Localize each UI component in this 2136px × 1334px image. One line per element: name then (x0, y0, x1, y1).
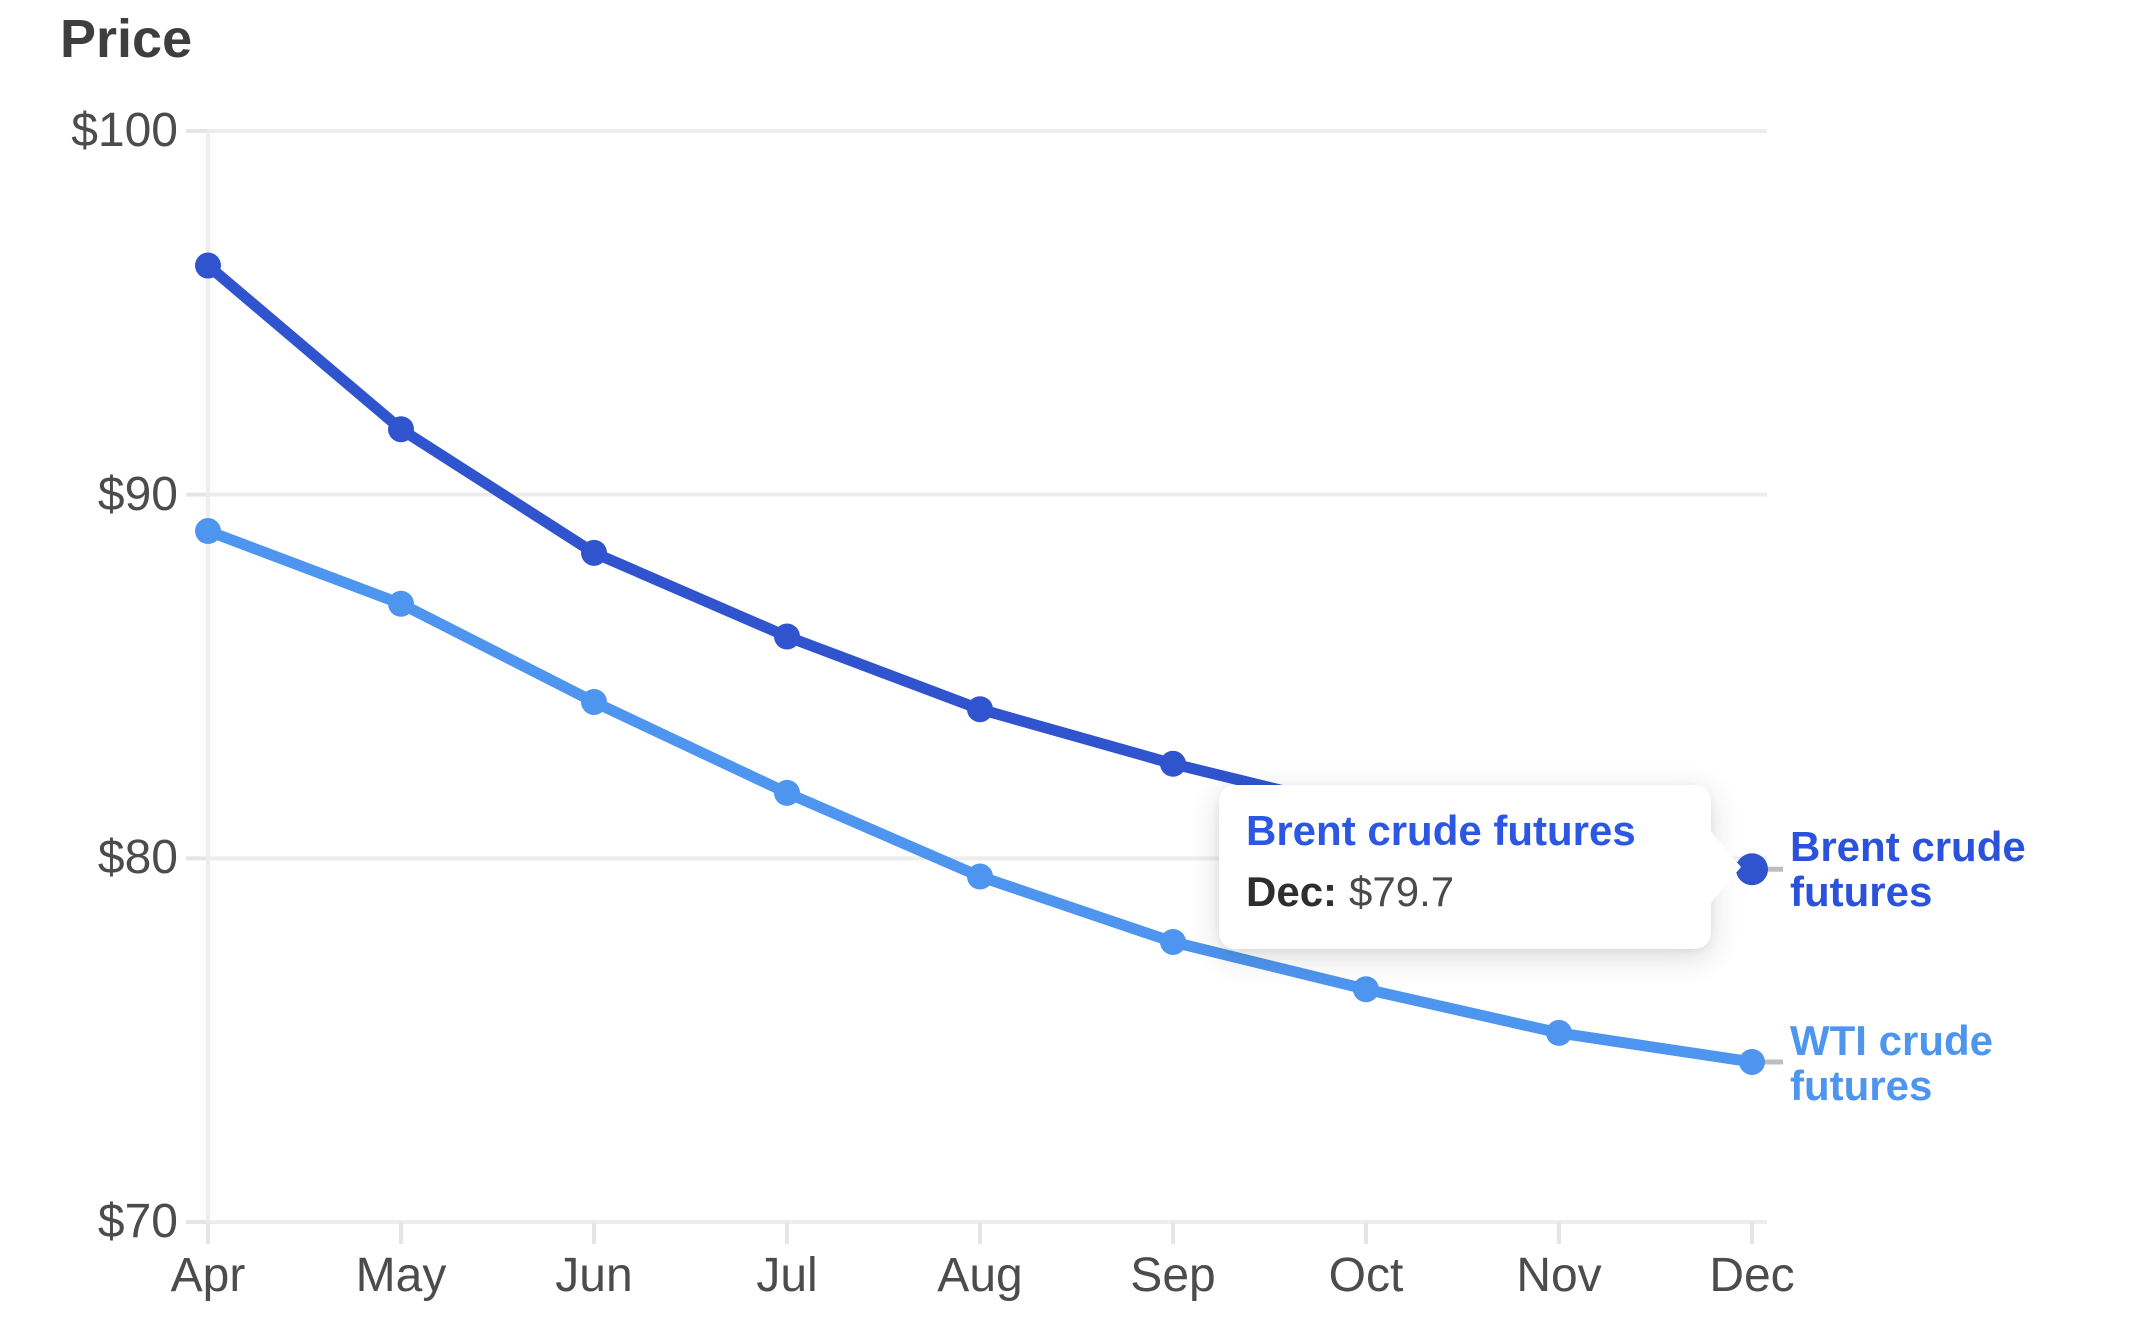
tooltip-arrow (1711, 831, 1741, 903)
tooltip-series-name: Brent crude futures (1246, 807, 1636, 854)
x-axis-label-jul: Jul (756, 1249, 818, 1302)
x-axis-label-nov: Nov (1516, 1249, 1602, 1302)
chart-title: Price (60, 9, 193, 69)
wti-data-point-oct[interactable] (1353, 976, 1379, 1003)
brent-data-point-jul[interactable] (774, 623, 800, 650)
x-axis-label-aug: Aug (937, 1249, 1023, 1302)
wti-data-point-aug[interactable] (967, 863, 993, 890)
tooltip-value-row: Dec: $79.7 (1246, 867, 1711, 917)
y-axis-label-100: $100 (71, 104, 178, 157)
y-axis-label-80: $80 (97, 831, 178, 884)
brent-data-point-apr[interactable] (195, 252, 221, 279)
brent-data-point-may[interactable] (388, 416, 414, 443)
brent-data-point-aug[interactable] (967, 696, 993, 723)
tooltip-month-label: Dec: (1246, 868, 1338, 915)
brent-series-line (202, 260, 1758, 875)
wti-data-point-dec[interactable] (1739, 1048, 1765, 1075)
brent-data-point-sep[interactable] (1160, 750, 1186, 777)
wti-data-point-may[interactable] (388, 590, 414, 617)
x-axis-label-dec: Dec (1709, 1249, 1795, 1302)
series-end-label-wti-line2: futures (1790, 1062, 1933, 1109)
wti-data-point-apr[interactable] (195, 518, 221, 545)
x-axis-label-apr: Apr (170, 1249, 246, 1302)
series-end-label-wti: WTI crude futures (1790, 1018, 1993, 1108)
wti-data-point-jul[interactable] (774, 779, 800, 806)
brent-data-point-dec[interactable] (1736, 853, 1768, 886)
x-axis-label-jun: Jun (555, 1249, 633, 1302)
series-end-label-wti-line1: WTI crude (1790, 1017, 1994, 1064)
series-end-label-brent-line2: futures (1790, 868, 1933, 915)
x-axis-label-sep: Sep (1130, 1249, 1216, 1302)
wti-data-point-jun[interactable] (581, 688, 607, 715)
tooltip: Brent crude futures Dec: $79.7 (1219, 785, 1741, 949)
brent-data-point-jun[interactable] (581, 539, 607, 566)
wti-data-point-nov[interactable] (1546, 1019, 1572, 1046)
y-axis-label-70: $70 (97, 1195, 178, 1248)
series-end-label-brent: Brent crude futures (1790, 824, 2026, 914)
wti-data-point-sep[interactable] (1160, 928, 1186, 955)
y-axis-label-90: $90 (97, 468, 178, 521)
series-end-label-brent-line1: Brent crude (1790, 823, 2026, 870)
x-axis-label-may: May (355, 1249, 447, 1302)
x-axis-label-oct: Oct (1328, 1249, 1404, 1302)
tooltip-value: $79.7 (1349, 868, 1455, 915)
